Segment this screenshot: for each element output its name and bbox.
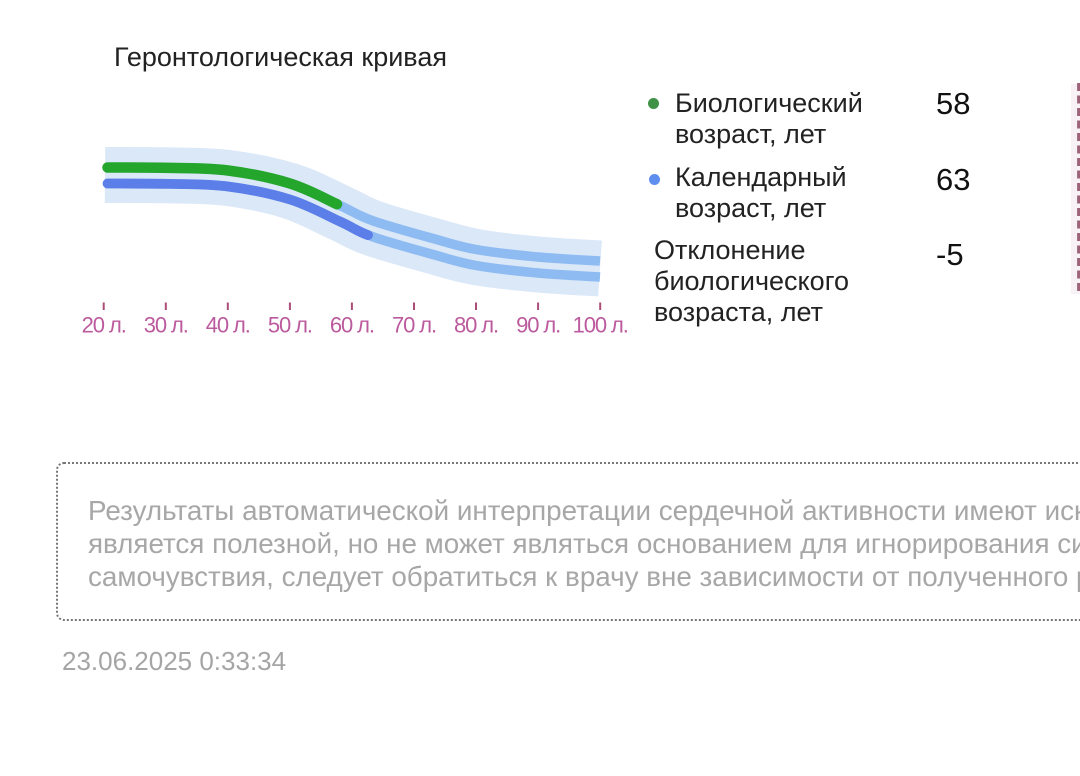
svg-text:20 л.: 20 л.	[82, 313, 126, 338]
svg-text:30 л.: 30 л.	[144, 313, 188, 338]
svg-text:50 л.: 50 л.	[268, 313, 312, 338]
svg-text:100 л.: 100 л.	[573, 313, 628, 338]
svg-text:70 л.: 70 л.	[392, 313, 436, 338]
svg-text:40 л.: 40 л.	[206, 313, 250, 338]
svg-text:90 л.: 90 л.	[516, 313, 560, 338]
svg-text:60 л.: 60 л.	[330, 313, 374, 338]
svg-text:80 л.: 80 л.	[454, 313, 498, 338]
